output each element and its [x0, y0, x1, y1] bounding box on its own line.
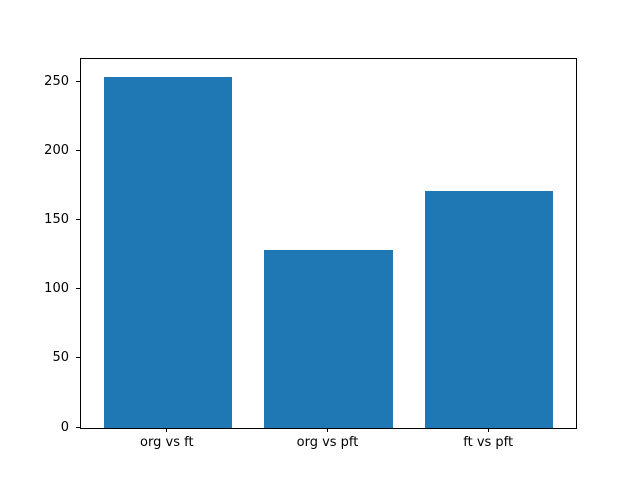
y-tick-label: 200 [44, 142, 69, 158]
x-tick-mark [487, 428, 489, 432]
x-tick-label-org-vs-ft: org vs ft [140, 435, 194, 450]
x-tick-label-ft-vs-pft: ft vs pft [463, 435, 514, 450]
plot-area [80, 58, 577, 429]
y-tick-label: 150 [44, 212, 69, 227]
y-tick-mark [76, 219, 80, 220]
x-tick-mark [166, 428, 168, 432]
y-tick-label: 0 [60, 419, 69, 435]
y-tick-mark [76, 288, 80, 290]
y-tick-mark [76, 80, 80, 82]
bar-ft-vs-pft [424, 191, 554, 428]
y-tick-mark [76, 149, 80, 151]
x-tick-mark [327, 428, 328, 432]
y-tick-label: 250 [44, 73, 69, 89]
bar-org-vs-pft [264, 249, 393, 428]
x-tick-label-org-vs-pft: org vs pft [296, 435, 359, 450]
y-tick-mark [76, 357, 80, 359]
y-tick-label: 100 [44, 281, 69, 297]
y-tick-label: 50 [52, 350, 69, 366]
y-tick-mark [76, 426, 80, 428]
bar-org-vs-ft [103, 76, 233, 428]
